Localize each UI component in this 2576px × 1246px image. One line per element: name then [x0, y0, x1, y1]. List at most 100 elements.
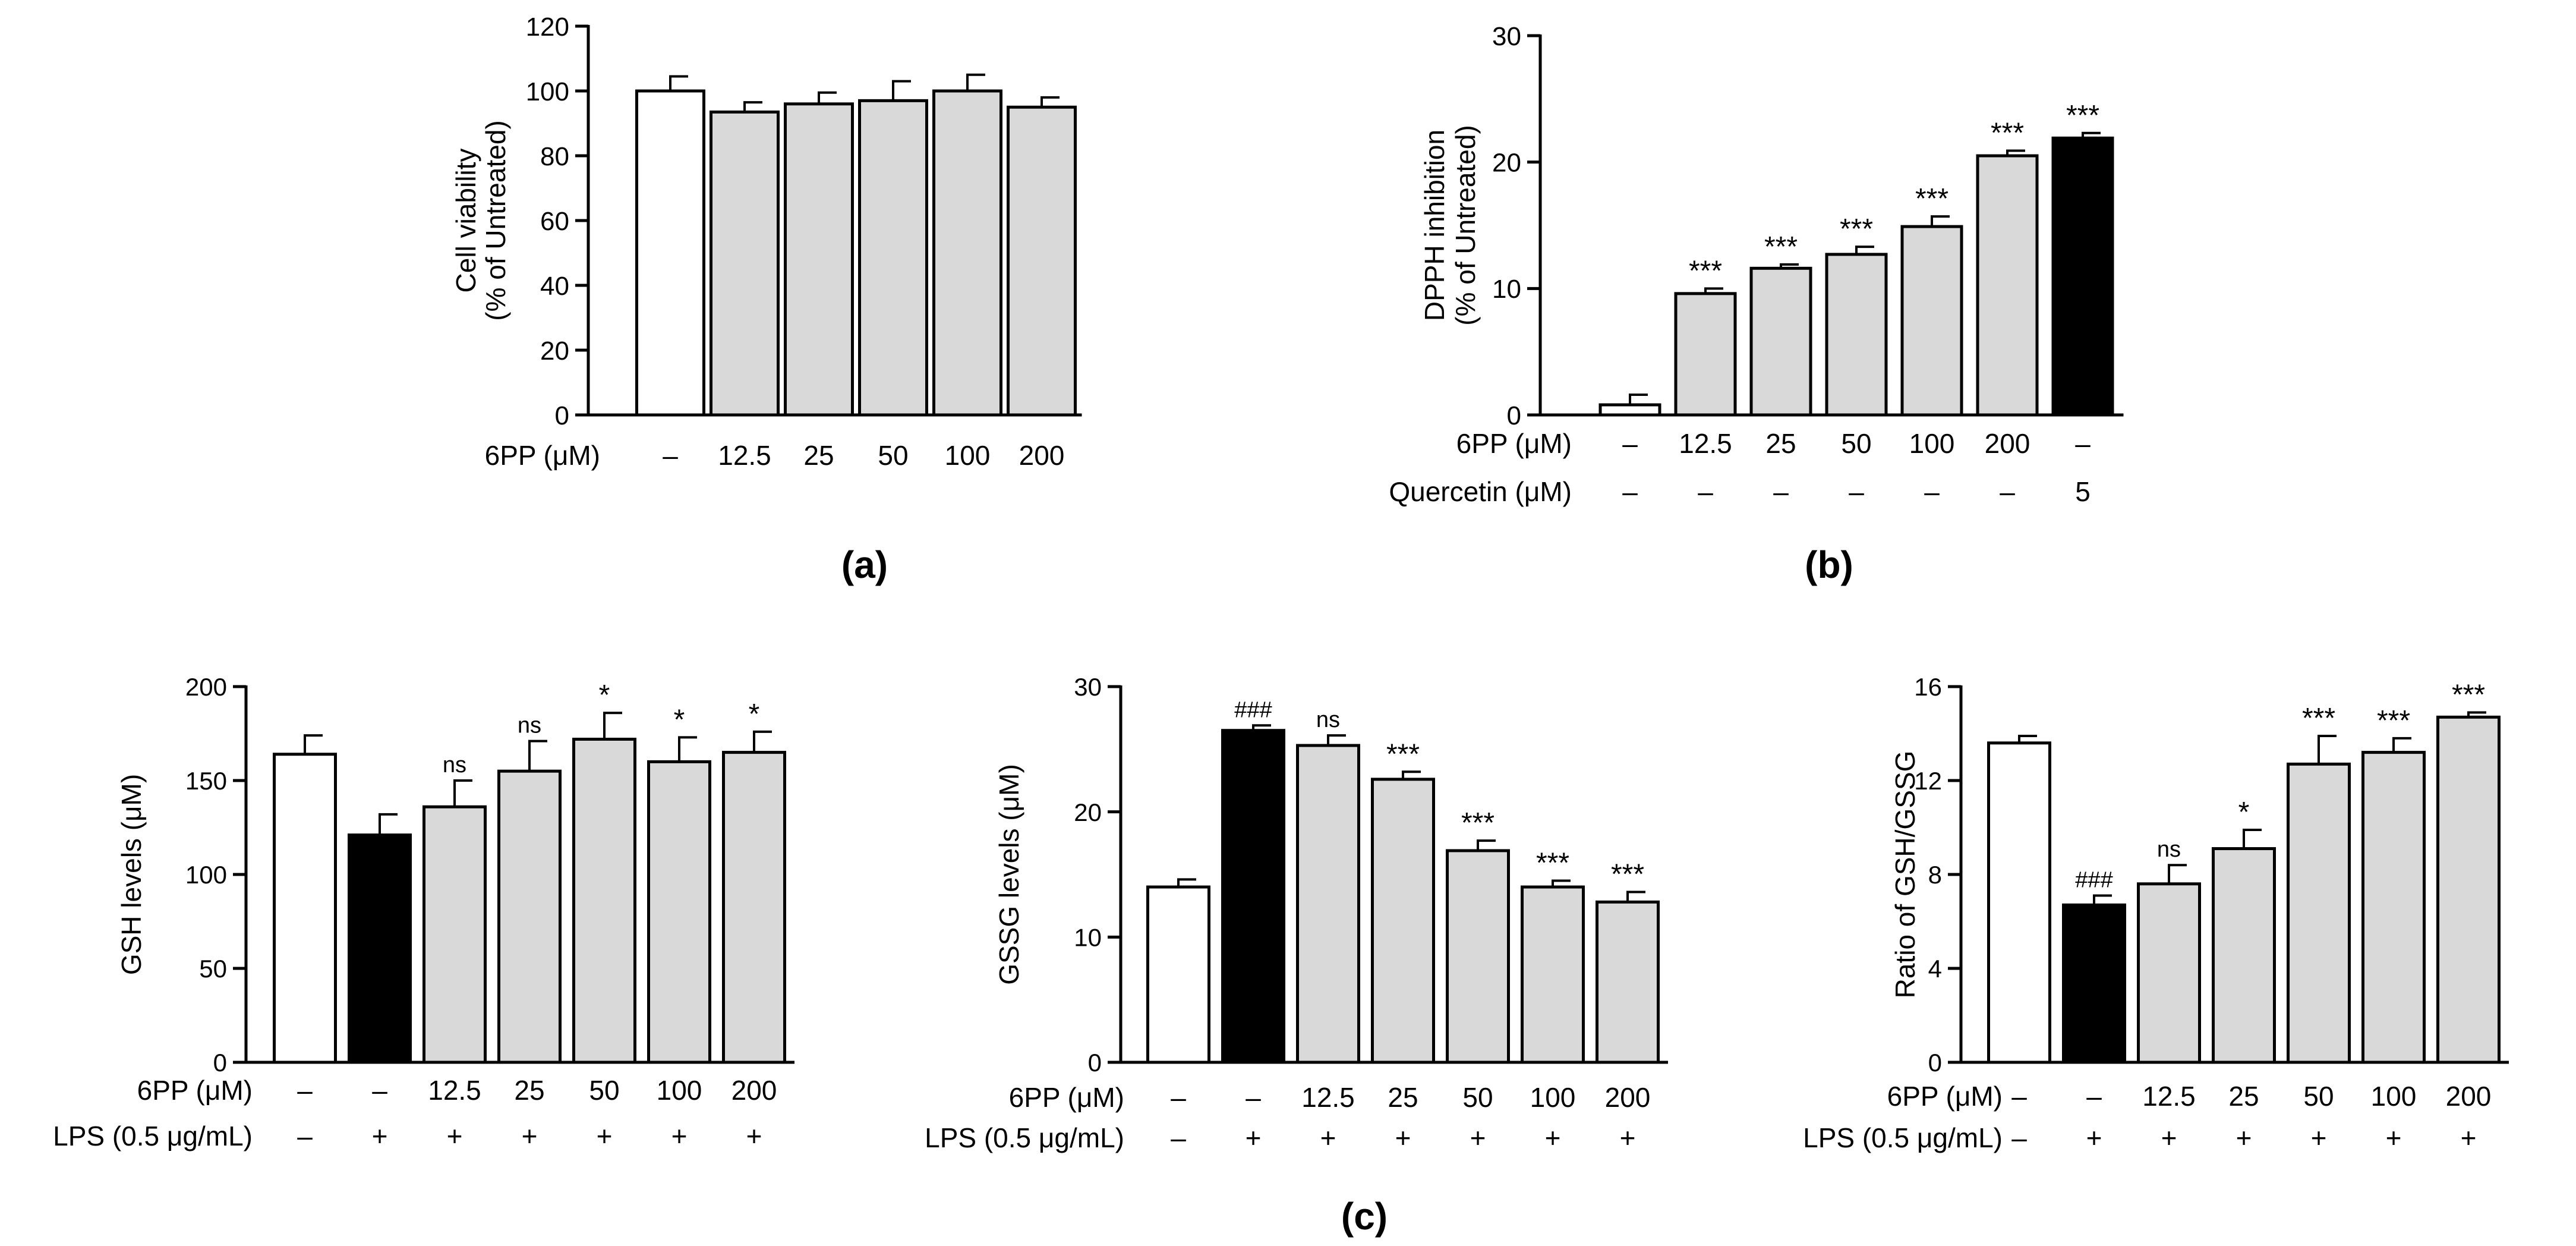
- bar-lps: [1221, 729, 1285, 1064]
- y-tick-label: 4: [1928, 955, 1942, 983]
- treatment-value: –: [297, 1121, 313, 1151]
- significance-label: ***: [1461, 807, 1494, 839]
- treatment-value: 100: [1530, 1082, 1576, 1113]
- y-tick-label: 100: [526, 77, 569, 106]
- y-tick-label: 20: [1074, 798, 1102, 826]
- treatment-value: 100: [657, 1075, 702, 1106]
- treatment-value: –: [1622, 476, 1638, 507]
- y-tick-label: 8: [1928, 861, 1942, 889]
- y-axis-label: GSSG levels (μM): [994, 764, 1024, 985]
- bar-12-5: [1674, 292, 1737, 417]
- significance-label: *: [749, 698, 760, 730]
- treatment-value: +: [372, 1121, 388, 1151]
- treatment-value: 200: [1605, 1082, 1651, 1113]
- y-tick-label: 0: [1507, 401, 1521, 430]
- significance-label: *: [599, 679, 610, 711]
- treatment-value: –: [1924, 476, 1940, 507]
- treatment-value: 50: [1841, 428, 1871, 459]
- treatment-value: –: [1849, 476, 1864, 507]
- bar-50: [858, 99, 928, 417]
- y-tick-label: 0: [1928, 1049, 1942, 1077]
- bar-50: [1825, 253, 1888, 417]
- bar-25: [784, 102, 854, 417]
- bar-lps: [348, 833, 412, 1064]
- treatment-value: –: [2086, 1081, 2102, 1112]
- bar-50: [572, 737, 636, 1064]
- bar-200: [1007, 105, 1077, 417]
- treatment-value: –: [1622, 428, 1638, 459]
- treatment-value: +: [2386, 1122, 2402, 1153]
- chart-cell-viability: 0 20 40 60 80 100 120 Cell viability(% of Untre…: [450, 12, 1082, 471]
- significance-label: ###: [1234, 697, 1272, 722]
- bar-quercetin: [2051, 136, 2114, 417]
- treatment-value: +: [746, 1121, 762, 1151]
- panel-label-b: (b): [1805, 543, 1853, 586]
- bar-100: [647, 760, 711, 1064]
- treatment-value: 200: [1019, 440, 1065, 471]
- significance-label: ns: [518, 713, 541, 738]
- treatment-row-label: Quercetin (μM): [1389, 476, 1572, 507]
- treatment-value: +: [1320, 1122, 1336, 1153]
- y-tick-label: 100: [185, 861, 227, 889]
- y-tick-label: 60: [540, 207, 569, 236]
- treatment-value: –: [372, 1075, 387, 1106]
- bar-untreated: [1146, 885, 1210, 1064]
- treatment-value: –: [2011, 1081, 2027, 1112]
- bar-100: [2361, 751, 2426, 1064]
- treatment-value: +: [1620, 1122, 1636, 1153]
- treatment-value: 50: [1462, 1082, 1493, 1113]
- treatment-row-label: 6PP (μM): [485, 440, 600, 471]
- bar-200: [2436, 715, 2501, 1064]
- treatment-value: 25: [803, 440, 834, 471]
- significance-label: ###: [2075, 868, 2112, 893]
- treatment-value: +: [597, 1121, 613, 1151]
- treatment-value: 100: [2371, 1081, 2417, 1112]
- treatment-value: 12.5: [428, 1075, 481, 1106]
- treatment-value: 200: [732, 1075, 777, 1106]
- bar-25: [1749, 266, 1812, 417]
- treatment-value: +: [2461, 1122, 2477, 1153]
- significance-label: ***: [1689, 255, 1722, 287]
- significance-label: ***: [2377, 705, 2410, 737]
- treatment-row-label: 6PP (μM): [1009, 1082, 1124, 1113]
- treatment-value: +: [2236, 1122, 2252, 1153]
- y-axis-label: Cell viability: [450, 149, 481, 293]
- bar-12-5: [422, 805, 487, 1064]
- y-axis-label: Ratio of GSH/GSSG: [1890, 751, 1921, 999]
- treatment-value: +: [447, 1121, 463, 1151]
- significance-label: ***: [1764, 231, 1798, 263]
- treatment-value: 25: [1388, 1082, 1418, 1113]
- significance-label: *: [2238, 797, 2250, 828]
- treatment-value: 25: [1765, 428, 1796, 459]
- significance-label: ***: [2066, 100, 2099, 131]
- bar-200: [722, 751, 786, 1064]
- bar-25: [2212, 847, 2276, 1064]
- y-axis-label: GSH levels (μM): [116, 774, 147, 975]
- treatment-value: 200: [1985, 428, 2030, 459]
- bar-untreated: [1987, 741, 2051, 1064]
- y-tick-label: 16: [1914, 673, 1942, 701]
- treatment-value: 100: [945, 440, 991, 471]
- y-tick-label: 10: [1074, 923, 1102, 951]
- y-tick-label: 80: [540, 142, 569, 171]
- treatment-row-label: 6PP (μM): [137, 1075, 253, 1106]
- chart-dpph-inhibition: 0 10 20 30 DPPH inhibition (% of Untreated) **…: [1389, 22, 2124, 507]
- y-axis-label: DPPH inhibition: [1419, 130, 1450, 321]
- y-tick-label: 0: [555, 401, 569, 430]
- treatment-value: 50: [2303, 1081, 2334, 1112]
- y-tick-label: 120: [526, 12, 569, 42]
- treatment-value: 25: [2228, 1081, 2259, 1112]
- significance-label: ns: [2157, 837, 2181, 862]
- bar-untreated: [635, 89, 705, 417]
- bar-100: [1900, 225, 1963, 417]
- treatment-value: 12.5: [718, 440, 771, 471]
- significance-label: ***: [1840, 213, 1873, 245]
- bar-200: [1596, 900, 1660, 1064]
- bar-25: [497, 769, 562, 1064]
- treatment-value: 50: [878, 440, 908, 471]
- y-tick-label: 150: [185, 767, 227, 795]
- treatment-value: +: [522, 1121, 538, 1151]
- significance-label: ***: [2302, 703, 2335, 734]
- significance-label: ***: [1386, 738, 1420, 770]
